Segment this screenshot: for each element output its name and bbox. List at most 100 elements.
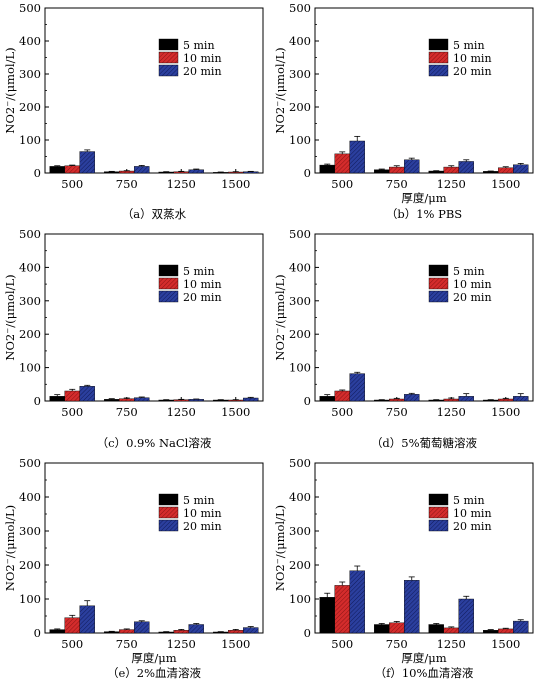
y-tick-label: 200 [289, 558, 311, 572]
legend-label: 5 min [453, 265, 485, 278]
legend-label: 5 min [183, 265, 215, 278]
legend-label: 20 min [453, 65, 492, 78]
legend-swatch [428, 493, 449, 506]
legend-label: 20 min [453, 291, 492, 304]
bar-20-min [404, 159, 420, 174]
legend-label: 10 min [453, 52, 492, 65]
x-tick-label: 500 [61, 405, 83, 419]
bar-20-min [458, 598, 474, 634]
y-tick-label: 300 [19, 524, 41, 538]
x-tick-label: 1250 [167, 405, 196, 419]
y-tick-label: 0 [34, 166, 41, 180]
bar-10-min [443, 627, 459, 634]
x-tick-label: 750 [116, 637, 138, 651]
legend-label: 10 min [453, 278, 492, 291]
bar-10-min [443, 398, 459, 402]
bar-20-min [188, 624, 204, 634]
panel-caption: （d）5%葡萄糖溶液 [371, 436, 478, 450]
x-tick-label: 1500 [491, 405, 520, 419]
legend-swatch [158, 519, 179, 532]
bar-5-min [49, 166, 65, 174]
plot-frame [44, 7, 264, 174]
legend-label: 10 min [183, 507, 222, 520]
legend-swatch [158, 264, 179, 277]
x-tick-label: 500 [61, 637, 83, 651]
bar-10-min [119, 170, 135, 174]
x-axis-label: 厚度/μm [401, 651, 446, 665]
y-tick-label: 100 [19, 592, 41, 606]
y-tick-label: 0 [304, 394, 311, 408]
bar-20-min [404, 580, 420, 634]
bar-5-min [49, 629, 65, 634]
bar-5-min [428, 170, 444, 174]
y-tick-label: 500 [289, 456, 311, 470]
y-tick-label: 500 [289, 227, 311, 241]
bar-10-min [64, 390, 80, 402]
x-tick-label: 1250 [167, 177, 196, 191]
x-tick-label: 1250 [437, 405, 466, 419]
panel-caption: （a）双蒸水 [122, 207, 187, 221]
legend-swatch [428, 519, 449, 532]
y-tick-label: 0 [304, 166, 311, 180]
bar-10-min [64, 617, 80, 634]
bar-20-min [188, 169, 204, 174]
plot-frame [314, 233, 534, 402]
bar-10-min [173, 171, 189, 174]
legend-label: 20 min [183, 520, 222, 533]
x-tick-label: 750 [386, 177, 408, 191]
y-tick-label: 100 [289, 592, 311, 606]
bar-10-min [228, 630, 244, 634]
bar-5-min [158, 631, 174, 634]
legend-label: 20 min [183, 65, 222, 78]
y-tick-label: 200 [289, 100, 311, 114]
bar-20-min [349, 570, 365, 634]
legend-swatch [158, 51, 179, 64]
legend-label: 10 min [183, 52, 222, 65]
bar-20-min [349, 140, 365, 174]
bar-5-min [213, 399, 229, 402]
y-tick-label: 200 [19, 327, 41, 341]
legend-label: 20 min [183, 291, 222, 304]
y-tick-label: 500 [19, 1, 41, 15]
x-tick-label: 500 [331, 405, 353, 419]
chart-panel-c: 0 100 200 300 400 500 NO2⁻/(μmol/L) 500 750 1250 1… [3, 227, 264, 450]
plot-frame [44, 233, 264, 402]
bar-5-min [319, 396, 335, 402]
y-axis-label: NO2⁻/(μmol/L) [3, 274, 17, 360]
bar-5-min [374, 169, 390, 174]
x-tick-label: 1500 [221, 177, 250, 191]
bar-10-min [498, 167, 514, 174]
legend-swatch [158, 290, 179, 303]
bar-10-min [389, 398, 405, 402]
y-tick-label: 300 [19, 67, 41, 81]
y-tick-label: 400 [289, 490, 311, 504]
x-tick-label: 1500 [221, 405, 250, 419]
y-tick-label: 0 [34, 394, 41, 408]
x-tick-label: 1250 [437, 177, 466, 191]
legend-swatch [158, 277, 179, 290]
bar-20-min [404, 394, 420, 402]
y-tick-label: 300 [289, 67, 311, 81]
bar-20-min [134, 621, 150, 634]
y-tick-label: 100 [19, 361, 41, 375]
y-tick-label: 400 [289, 260, 311, 274]
bar-20-min [243, 397, 259, 402]
bar-10-min [64, 165, 80, 174]
legend-swatch [158, 506, 179, 519]
legend-label: 5 min [183, 39, 215, 52]
bar-5-min [319, 597, 335, 634]
y-tick-label: 100 [289, 133, 311, 147]
bar-20-min [79, 386, 95, 402]
bar-5-min [483, 171, 499, 174]
bar-10-min [498, 628, 514, 634]
y-tick-label: 300 [289, 524, 311, 538]
x-tick-label: 1500 [491, 177, 520, 191]
legend-label: 5 min [453, 494, 485, 507]
bar-20-min [243, 627, 259, 634]
bar-20-min [79, 151, 95, 174]
legend-label: 10 min [453, 507, 492, 520]
y-tick-label: 400 [19, 34, 41, 48]
bar-5-min [213, 172, 229, 174]
y-axis-label: NO2⁻/(μmol/L) [273, 505, 287, 591]
